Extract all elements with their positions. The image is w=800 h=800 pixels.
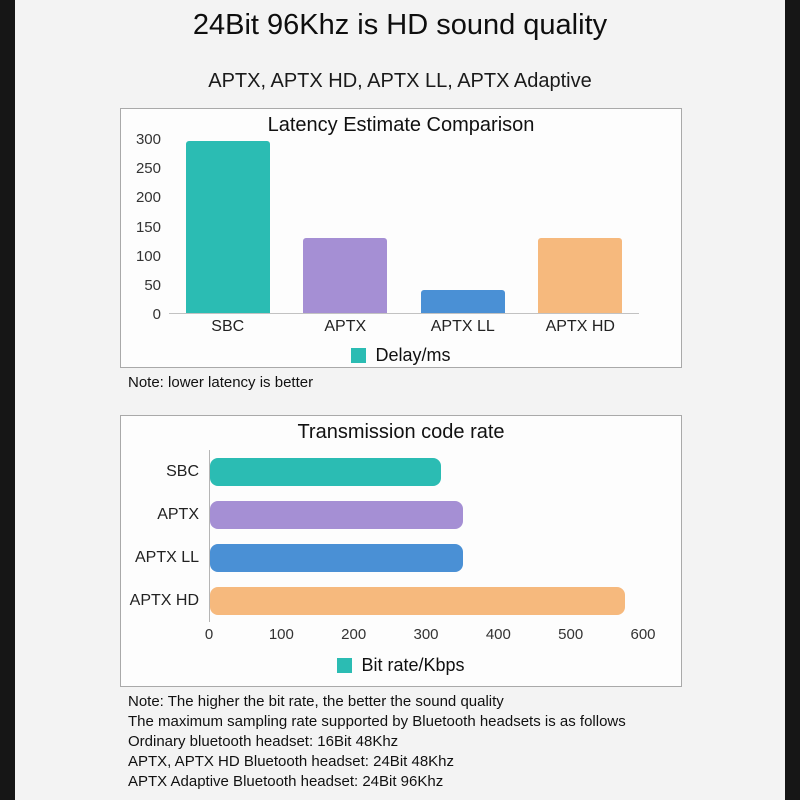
x-category-label: SBC (211, 318, 245, 335)
latency-y-axis: 0 50 100 150 200 250 300 (121, 131, 161, 323)
bitrate-row: APTX (121, 493, 681, 536)
legend-label: Delay/ms (375, 345, 451, 365)
x-tick-label: 0 (204, 626, 214, 643)
y-tick-label: 100 (135, 247, 161, 265)
x-tick-label: 600 (630, 626, 656, 643)
bitrate-bar-sbc (210, 457, 441, 486)
bitrate-note: Note: The higher the bit rate, the bette… (128, 693, 504, 710)
right-black-edge (785, 0, 800, 800)
latency-note: Note: lower latency is better (128, 374, 314, 391)
bitrate-row: APTX LL (121, 536, 681, 579)
y-category-label: APTX HD (129, 591, 199, 609)
bitrate-x-axis: 0 100 200 300 400 500 600 (205, 626, 656, 646)
bitrate-row: SBC (121, 450, 681, 493)
sampling-line-adaptive: APTX Adaptive Bluetooth headset: 24Bit 9… (128, 773, 444, 790)
sampling-intro: The maximum sampling rate supported by B… (128, 713, 626, 730)
x-tick-label: 500 (558, 626, 584, 643)
x-category-label: APTX (324, 318, 367, 335)
left-black-edge (0, 0, 15, 800)
legend-swatch (337, 658, 353, 673)
latency-bar-aptx (303, 238, 388, 313)
bitrate-row: APTX HD (121, 579, 681, 622)
latency-bars (169, 139, 639, 314)
y-category-label: APTX LL (134, 548, 199, 566)
latency-bar-sbc (185, 141, 270, 313)
y-tick-label: 300 (135, 131, 161, 148)
y-category-label: APTX (157, 505, 199, 523)
bitrate-chart-title: Transmission code rate (297, 421, 505, 443)
latency-chart-title: Latency Estimate Comparison (267, 114, 535, 136)
bitrate-bar-aptx-hd (210, 586, 625, 615)
y-tick-label: 150 (135, 218, 161, 236)
latency-bar-aptx-hd (538, 238, 623, 313)
x-category-label: APTX HD (545, 318, 615, 335)
bitrate-legend: Bit rate/Kbps (121, 655, 681, 676)
y-tick-label: 0 (152, 306, 161, 323)
latency-plot: 0 50 100 150 200 250 300 SBC APTX APTX LL APTX HD (121, 131, 681, 336)
bitrate-bars: SBC APTX APTX LL APTX HD (121, 450, 681, 622)
y-tick-label: 200 (135, 189, 161, 207)
latency-chart: Latency Estimate Comparison 0 50 100 150 200… (120, 108, 682, 368)
latency-x-axis: SBC APTX APTX LL APTX HD (169, 318, 639, 336)
x-tick-label: 200 (341, 626, 367, 643)
y-category-label: SBC (166, 462, 199, 480)
x-category-label: APTX LL (430, 318, 495, 335)
subtitle: APTX, APTX HD, APTX LL, APTX Adaptive (208, 70, 592, 92)
sampling-line-aptx: APTX, APTX HD Bluetooth headset: 24Bit 4… (128, 753, 455, 770)
y-tick-label: 250 (135, 160, 161, 178)
y-tick-label: 50 (144, 276, 161, 294)
x-tick-label: 300 (413, 626, 439, 643)
x-tick-label: 100 (268, 626, 294, 643)
bitrate-bar-aptx (210, 500, 463, 529)
sampling-line-ordinary: Ordinary bluetooth headset: 16Bit 48Khz (128, 733, 399, 750)
bitrate-bar-aptx-ll (210, 543, 463, 572)
bottom-notes: Note: The higher the bit rate, the bette… (128, 692, 626, 792)
legend-swatch (351, 348, 367, 363)
legend-label: Bit rate/Kbps (361, 655, 465, 675)
latency-legend: Delay/ms (121, 345, 681, 366)
main-title: 24Bit 96Khz is HD sound quality (192, 9, 608, 41)
bitrate-chart: Transmission code rate SBC APTX APTX LL APT… (120, 415, 682, 687)
latency-bar-aptx-ll (420, 290, 505, 313)
x-tick-label: 400 (485, 626, 511, 643)
